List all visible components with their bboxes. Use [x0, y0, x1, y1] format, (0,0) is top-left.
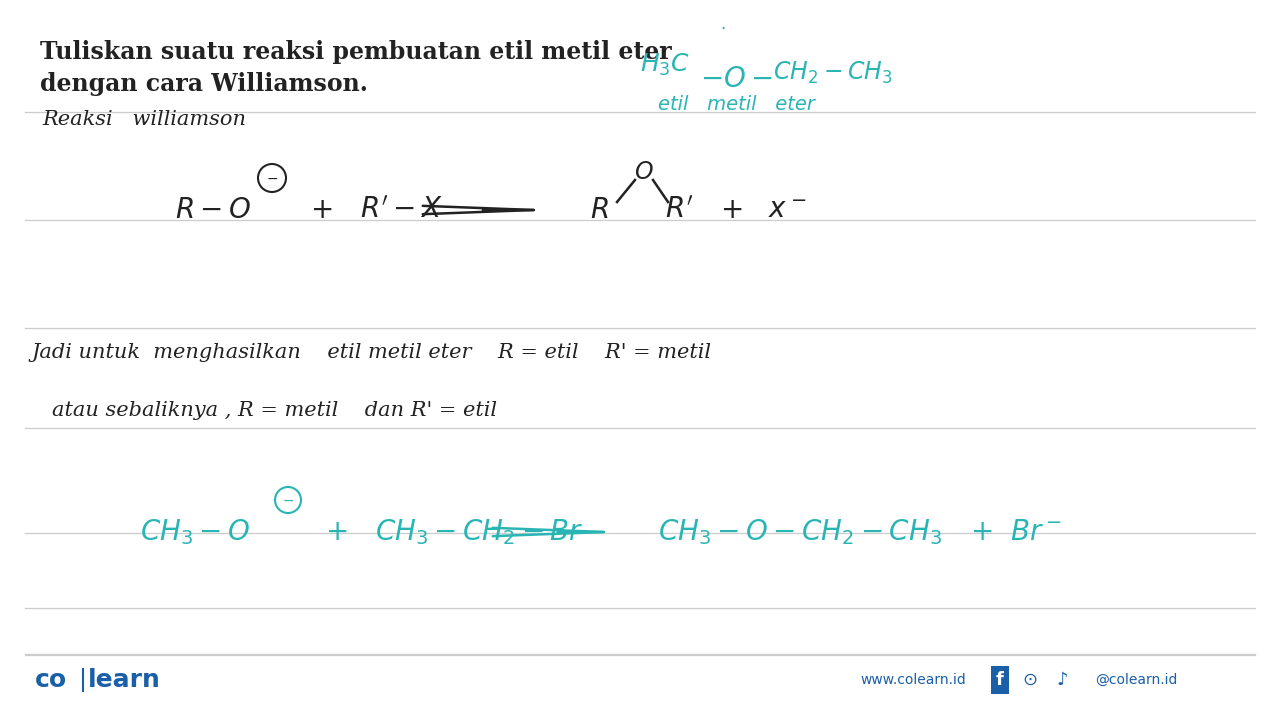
Text: dengan cara Williamson.: dengan cara Williamson.: [40, 72, 367, 96]
Text: $CH_3-O-CH_2-CH_3$: $CH_3-O-CH_2-CH_3$: [658, 517, 942, 547]
Text: $R'$: $R'$: [666, 197, 694, 223]
Text: ·: ·: [719, 20, 726, 38]
Text: @colearn.id: @colearn.id: [1094, 673, 1178, 687]
Text: $CH_2-CH_3$: $CH_2-CH_3$: [773, 60, 893, 86]
Text: $R$: $R$: [590, 197, 609, 223]
Text: $Br^-$: $Br^-$: [1010, 518, 1062, 546]
Text: $x^-$: $x^-$: [768, 197, 806, 223]
Text: Tuliskan suatu reaksi pembuatan etil metil eter: Tuliskan suatu reaksi pembuatan etil met…: [40, 40, 672, 64]
Text: Reaksi   williamson: Reaksi williamson: [42, 110, 246, 129]
Text: $-$: $-$: [282, 493, 294, 507]
Text: $-O-$: $-O-$: [700, 65, 773, 93]
Text: $-$: $-$: [266, 171, 278, 185]
Text: $R-O$: $R-O$: [175, 197, 251, 223]
Text: $CH_3-O$: $CH_3-O$: [140, 517, 250, 547]
Text: $+$: $+$: [310, 197, 333, 223]
Text: ♪: ♪: [1056, 671, 1068, 689]
Text: $R'-X$: $R'-X$: [360, 197, 443, 223]
Text: $O$: $O$: [634, 161, 654, 184]
Text: $CH_3-CH_2-Br$: $CH_3-CH_2-Br$: [375, 517, 584, 547]
Text: etil   metil   eter: etil metil eter: [658, 95, 815, 114]
Text: co: co: [35, 668, 67, 692]
Text: www.colearn.id: www.colearn.id: [860, 673, 965, 687]
Text: Jadi untuk  menghasilkan    etil metil eter    R = etil    R' = metil: Jadi untuk menghasilkan etil metil eter …: [32, 343, 712, 361]
Text: $+$: $+$: [970, 518, 992, 546]
Text: ⊙: ⊙: [1023, 671, 1038, 689]
Text: atau sebaliknya , R = metil    dan R' = etil: atau sebaliknya , R = metil dan R' = eti…: [52, 400, 497, 420]
Text: learn: learn: [88, 668, 161, 692]
Text: $+$: $+$: [719, 197, 742, 223]
Text: $+$: $+$: [325, 518, 347, 546]
Text: f: f: [996, 671, 1004, 689]
Text: $H_3C$: $H_3C$: [640, 52, 690, 78]
